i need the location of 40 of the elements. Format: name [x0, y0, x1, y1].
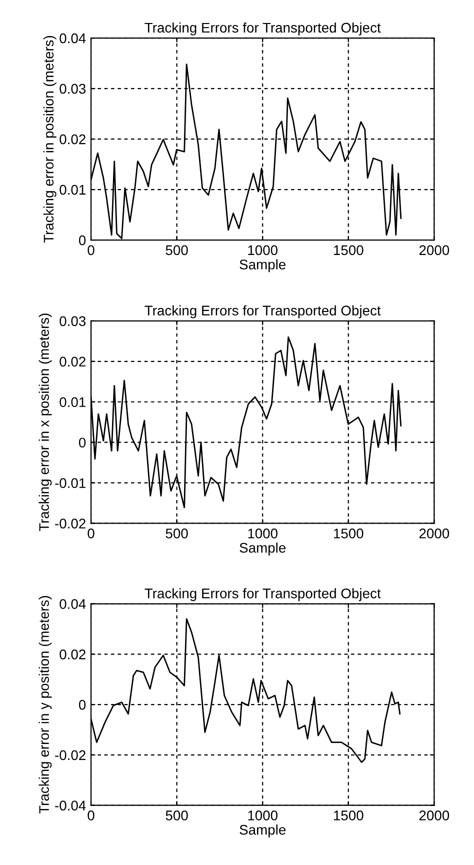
y-tick-label: 0.02 [60, 356, 86, 367]
chart-title: Tracking Errors for Transported Object [144, 588, 381, 602]
x-tick-label: 1000 [248, 528, 278, 538]
x-tick-label: 2000 [419, 528, 450, 538]
x-tick-label: 1500 [334, 245, 364, 256]
y-tick-label: 0.01 [60, 184, 86, 195]
y-tick-label: 0.01 [60, 397, 86, 408]
x-axis-title: Sample [240, 824, 286, 838]
x-tick-label: 1500 [334, 528, 364, 538]
y-tick-label: -0.04 [55, 800, 86, 810]
y-tick-label: 0.03 [60, 316, 86, 326]
y-tick-label: 0.04 [60, 599, 86, 609]
y-axis-title: Tracking error in x position (meters) [38, 314, 52, 532]
y-tick-label: 0.04 [60, 33, 86, 44]
x-tick-label: 1000 [248, 810, 278, 820]
y-axis-title: Tracking error in position (meters) [43, 36, 56, 243]
x-tick-label: 1500 [334, 810, 364, 820]
y-tick-label: -0.02 [55, 750, 86, 760]
y-axis-title: Tracking error in y position (meters) [38, 596, 52, 814]
x-axis-title: Sample [240, 542, 286, 556]
x-tick-label: 500 [166, 810, 188, 820]
y-tick-label: 0.02 [60, 649, 86, 660]
y-tick-label: 0 [78, 235, 86, 246]
x-tick-label: 2000 [419, 245, 450, 256]
x-tick-label: 2000 [419, 810, 450, 820]
chart-title: Tracking Errors for Transported Object [144, 305, 381, 318]
chart-title: Tracking Errors for Transported Object [144, 22, 381, 36]
y-tick-label: -0.01 [55, 478, 86, 488]
y-tick-label: 0 [78, 700, 86, 710]
x-tick-label: 0 [88, 810, 94, 820]
y-tick-label: 0 [78, 438, 86, 448]
x-tick-label: 1000 [248, 245, 278, 256]
y-tick-label: 0.02 [60, 134, 86, 144]
x-tick-label: 500 [166, 528, 188, 538]
y-tick-label: 0.03 [60, 84, 86, 94]
x-tick-label: 500 [166, 245, 188, 256]
y-tick-label: -0.02 [55, 518, 86, 528]
x-tick-label: 0 [88, 528, 94, 538]
x-tick-label: 0 [88, 245, 94, 256]
x-axis-title: Sample [240, 259, 286, 272]
